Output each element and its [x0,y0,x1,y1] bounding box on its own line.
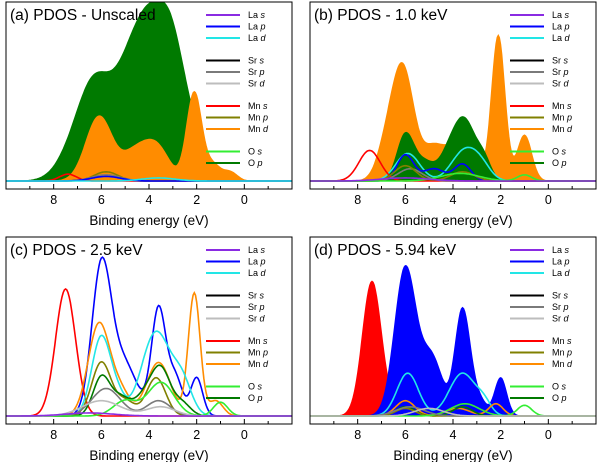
panel-3-curves [310,265,596,417]
panel-2: 8 6 4 2 0 Binding energy (eV) (c) PDOS - 2.5 k… [5,236,293,463]
x-tick-label: 8 [50,193,57,207]
x-axis-label: Binding energy (eV) [393,213,512,228]
legend-entry: Sr p [552,302,569,312]
legend-entry: O p [552,158,567,168]
line-la-s [6,412,292,417]
legend-entry: O p [552,393,567,403]
legend-entry: Sr d [248,314,266,324]
legend-entry: La s [552,245,570,255]
x-axis-label: Binding energy (eV) [393,448,512,462]
legend-entry: Sr s [552,291,569,301]
panel-title: (b) PDOS - 1.0 keV [314,7,448,24]
panel-2-curves [6,256,292,417]
x-tick-label: 4 [146,428,153,442]
legend-entry: Mn s [552,336,572,346]
x-tick-label: 6 [402,193,409,207]
x-tick-label: 2 [193,193,200,207]
panel-title: (c) PDOS - 2.5 keV [10,242,143,259]
x-axis-label: Binding energy (eV) [89,213,208,228]
legend-entry: O s [248,147,263,157]
legend: La s La pLa d Sr sSr p Sr d Mn s Mn pMn d O sO… [510,10,573,168]
legend-entry: O s [552,147,567,157]
legend-entry: Mn s [248,336,268,346]
legend: La s La pLa d Sr sSr p Sr d Mn s Mn pMn d O sO… [206,245,269,403]
legend-entry: Mn d [552,124,573,134]
legend: La s La pLa d Sr sSr p Sr d Mn s Mn pMn d O sO… [510,245,573,403]
x-tick-label: 0 [241,193,248,207]
x-tick-label: 8 [354,428,361,442]
panel-title: (a) PDOS - Unscaled [10,7,156,24]
x-tick-label: 8 [50,428,57,442]
x-tick-label: 0 [241,428,248,442]
panel-title: (d) PDOS - 5.94 keV [314,242,457,259]
x-axis-label: Binding energy (eV) [89,448,208,462]
legend-entry: Mn p [552,348,572,358]
legend-entry: La p [552,22,570,32]
x-tick-label: 4 [450,428,457,442]
legend-entry: Mn d [552,359,573,369]
x-tick-label: 0 [545,193,552,207]
legend-entry: O s [248,382,263,392]
legend-entry: Sr d [552,314,570,324]
legend-entry: Sr s [552,56,569,66]
legend-entry: Sr s [248,291,265,301]
x-tick-label: 6 [98,428,105,442]
legend-entry: La s [248,245,266,255]
x-tick-label: 2 [497,193,504,207]
panel-1: 8 6 4 2 0 Binding energy (eV) (b) PDOS - 1.0 k… [309,1,597,228]
legend-entry: Mn d [248,359,269,369]
legend-entry: La d [552,268,571,278]
x-tick-label: 2 [497,428,504,442]
x-tick-label: 2 [193,428,200,442]
line-sr-d [310,407,596,417]
legend-entry: La d [552,33,571,43]
x-tick-label: 4 [146,193,153,207]
panel-3: 8 6 4 2 0 Binding energy (eV) (d) PDOS - 5.94 … [309,236,597,463]
legend-entry: Mn p [552,113,572,123]
legend-entry: La p [248,257,266,267]
panel-0-curves [6,2,292,182]
legend-entry: La p [248,22,266,32]
legend-entry: Sr d [248,79,266,89]
legend-entry: Mn s [248,101,268,111]
legend-entry: O p [248,158,263,168]
legend-entry: Mn s [552,101,572,111]
x-tick-label: 6 [402,428,409,442]
legend-entry: La d [248,33,267,43]
x-tick-label: 6 [98,193,105,207]
legend-entry: Sr d [552,79,570,89]
legend-entry: Sr p [248,302,265,312]
legend-entry: O p [248,393,263,403]
legend-entry: La p [552,257,570,267]
x-tick-label: 0 [545,428,552,442]
legend-entry: Mn p [248,113,268,123]
x-tick-label: 4 [450,193,457,207]
line-la-s [310,177,596,182]
panel-1-curves [310,34,596,182]
legend-entry: La s [552,10,570,20]
legend-entry: O s [552,382,567,392]
legend-entry: Mn d [248,124,269,134]
legend-entry: La s [248,10,266,20]
panel-0: 8 6 4 2 0 Binding energy (eV) (a) PDOS - Unsca… [5,1,293,228]
legend-entry: Sr s [248,56,265,66]
legend: La s La pLa d Sr sSr p Sr d Mn s Mn pMn d O sO… [206,10,269,168]
line-la-d [6,177,292,182]
legend-entry: La d [248,268,267,278]
legend-entry: Sr p [552,67,569,77]
legend-entry: Sr p [248,67,265,77]
x-tick-label: 8 [354,193,361,207]
legend-entry: Mn p [248,348,268,358]
